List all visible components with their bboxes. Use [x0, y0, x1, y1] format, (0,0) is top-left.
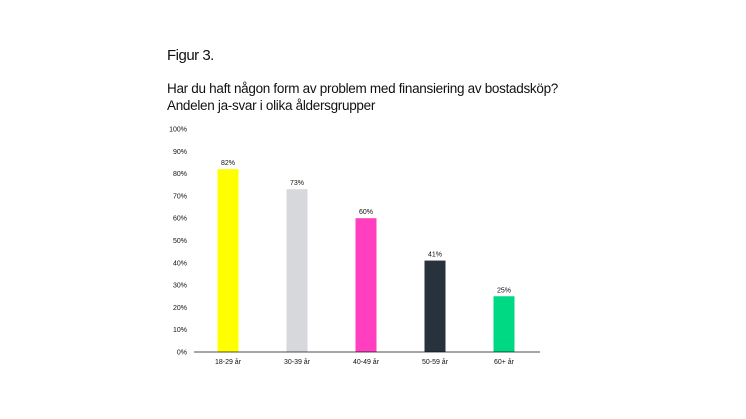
figure-label: Figur 3.	[167, 47, 214, 64]
bar-60+ år	[493, 296, 515, 352]
data-label: 82%	[221, 160, 235, 167]
x-tick-label: 60+ år	[494, 358, 515, 366]
y-tick-label: 10%	[173, 327, 187, 334]
y-tick-label: 40%	[173, 260, 187, 267]
x-tick-label: 50-59 år	[422, 358, 449, 366]
x-tick-label: 40-49 år	[353, 358, 380, 366]
y-tick-label: 50%	[173, 238, 187, 245]
y-tick-label: 60%	[173, 216, 187, 223]
y-tick-label: 70%	[173, 193, 187, 200]
y-tick-label: 0%	[177, 350, 187, 357]
data-label: 25%	[497, 287, 511, 294]
x-tick-label: 30-39 år	[284, 358, 311, 366]
chart-title-line-1: Har du haft någon form av problem med fi…	[167, 81, 558, 96]
data-label: 60%	[359, 209, 373, 216]
bar-50-59 år	[424, 260, 446, 352]
bars: 82% 73% 60% 41% 25%	[217, 160, 515, 352]
y-tick-label: 100%	[169, 127, 187, 134]
y-axis: 0% 10% 20% 30% 40% 50% 60% 70% 80% 90% 100%	[169, 127, 187, 357]
data-label: 41%	[428, 252, 442, 259]
chart-title: Har du haft någon form av problem med fi…	[167, 80, 558, 114]
y-tick-label: 90%	[173, 149, 187, 156]
y-tick-label: 30%	[173, 283, 187, 290]
y-tick-label: 80%	[173, 171, 187, 178]
data-label: 73%	[290, 180, 304, 187]
chart-title-line-2: Andelen ja-svar i olika åldersgrupper	[167, 98, 376, 113]
bar-30-39 år	[286, 189, 308, 352]
bar-18-29 år	[217, 169, 239, 352]
x-tick-label: 18-29 år	[215, 358, 242, 366]
y-tick-label: 20%	[173, 305, 187, 312]
x-axis: 18-29 år 30-39 år 40-49 år 50-59 år 60+ år	[215, 358, 515, 366]
bar-40-49 år	[355, 218, 377, 352]
